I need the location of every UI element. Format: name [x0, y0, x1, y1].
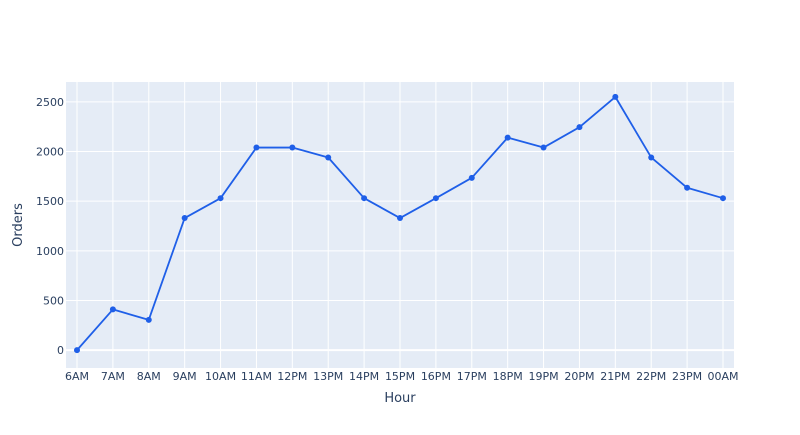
x-tick-label: 13PM — [313, 370, 343, 383]
x-tick-label: 20PM — [564, 370, 594, 383]
x-tick-label: 17PM — [457, 370, 487, 383]
data-point[interactable] — [74, 347, 80, 354]
series-layer — [74, 93, 726, 354]
x-tick-label: 12PM — [277, 370, 307, 383]
x-tick-label: 11AM — [241, 370, 272, 383]
x-tick-label: 9AM — [173, 370, 197, 383]
y-tick-label: 1500 — [36, 195, 64, 208]
x-tick-label: 18PM — [493, 370, 523, 383]
x-tick-label: 00AM — [707, 370, 738, 383]
data-point[interactable] — [397, 215, 403, 222]
data-point[interactable] — [289, 144, 296, 151]
data-point[interactable] — [109, 306, 116, 313]
data-point[interactable] — [504, 134, 511, 141]
x-tick-label: 15PM — [385, 370, 415, 383]
y-tick-labels: 0 500 1000 1500 2000 2500 — [36, 96, 64, 357]
x-tick-label: 22PM — [636, 370, 666, 383]
data-point[interactable] — [325, 154, 332, 161]
y-tick-label: 500 — [43, 294, 64, 307]
y-tick-label: 2500 — [36, 96, 64, 109]
x-tick-label: 16PM — [421, 370, 451, 383]
data-point[interactable] — [145, 316, 152, 323]
data-point[interactable] — [253, 144, 260, 151]
data-point[interactable] — [720, 195, 726, 202]
data-point[interactable] — [648, 154, 655, 161]
x-tick-labels: 6AM 7AM 8AM 9AM 10AM 11AM 12PM 13PM 14PM 15PM 16PM… — [65, 370, 739, 383]
data-point[interactable] — [217, 195, 224, 202]
x-tick-label: 8AM — [137, 370, 161, 383]
data-point[interactable] — [181, 215, 188, 222]
data-point[interactable] — [576, 124, 583, 131]
y-gridlines — [66, 101, 734, 352]
x-gridlines — [76, 82, 724, 368]
data-point[interactable] — [612, 93, 619, 100]
x-tick-label: 7AM — [101, 370, 125, 383]
data-point[interactable] — [361, 195, 368, 202]
data-point[interactable] — [684, 184, 691, 191]
data-point[interactable] — [432, 195, 439, 202]
y-tick-label: 1000 — [36, 245, 64, 258]
y-tick-label: 2000 — [36, 146, 64, 159]
y-axis-title: Orders — [11, 203, 26, 247]
x-tick-label: 14PM — [349, 370, 379, 383]
y-tick-label: 0 — [57, 344, 64, 357]
x-tick-label: 10AM — [205, 370, 236, 383]
x-tick-label: 21PM — [600, 370, 630, 383]
x-axis-title: Hour — [384, 391, 416, 406]
x-tick-label: 19PM — [528, 370, 558, 383]
data-point[interactable] — [468, 174, 475, 181]
x-tick-label: 23PM — [672, 370, 702, 383]
data-point[interactable] — [540, 144, 547, 151]
x-tick-label: 6AM — [65, 370, 89, 383]
